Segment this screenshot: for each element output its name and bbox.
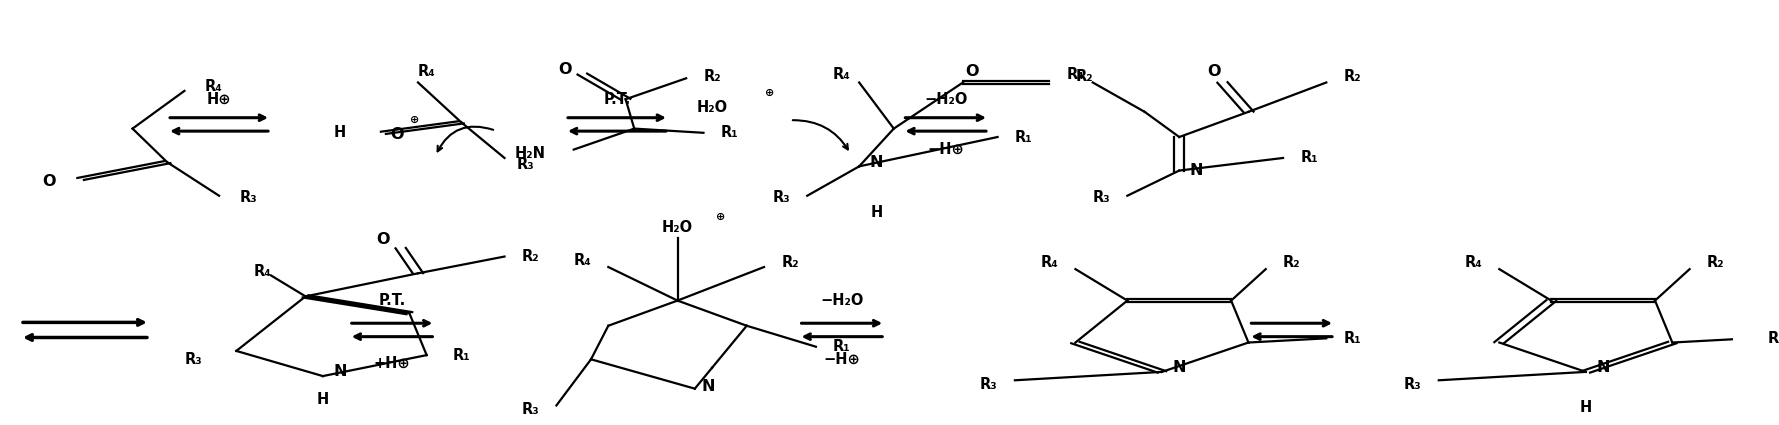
Text: R₂: R₂ — [1283, 255, 1300, 270]
Text: R₄: R₄ — [253, 264, 270, 279]
Text: O: O — [559, 62, 571, 77]
Text: R₃: R₃ — [1404, 377, 1421, 392]
Text: N: N — [1596, 360, 1610, 375]
Text: R₃: R₃ — [185, 352, 201, 367]
Text: N: N — [1172, 360, 1187, 375]
Text: ⊕: ⊕ — [717, 212, 726, 222]
Text: H⊕: H⊕ — [206, 92, 231, 107]
Text: R₄: R₄ — [205, 79, 222, 94]
Text: R₂: R₂ — [703, 69, 720, 84]
Text: H₂O: H₂O — [697, 100, 728, 115]
Text: H₂N: H₂N — [514, 146, 546, 161]
Text: +H⊕: +H⊕ — [374, 356, 411, 371]
Text: ⊕: ⊕ — [409, 115, 420, 125]
Text: H: H — [334, 125, 347, 140]
Text: H: H — [317, 392, 329, 407]
Text: R₄: R₄ — [1041, 255, 1059, 270]
Text: R₁: R₁ — [720, 125, 738, 140]
Text: R₁: R₁ — [1343, 331, 1361, 346]
Text: R₁: R₁ — [452, 348, 470, 363]
Text: P.T.: P.T. — [379, 293, 406, 308]
Text: R₄: R₄ — [418, 65, 436, 79]
Text: O: O — [1208, 65, 1220, 79]
Text: N: N — [333, 364, 347, 380]
Text: H: H — [870, 205, 882, 220]
Text: −H₂O: −H₂O — [923, 92, 968, 107]
Text: H: H — [1580, 400, 1592, 415]
Text: R₂: R₂ — [1706, 255, 1724, 270]
Text: R₂: R₂ — [521, 249, 539, 264]
Text: R₃: R₃ — [772, 190, 790, 205]
Text: R₁: R₁ — [1767, 331, 1779, 346]
Text: N: N — [870, 155, 882, 170]
Text: O: O — [43, 173, 57, 189]
Text: R₂: R₂ — [1075, 69, 1092, 84]
Text: −H₂O: −H₂O — [820, 293, 863, 308]
Text: R₄: R₄ — [1464, 255, 1482, 270]
Text: O: O — [377, 232, 390, 247]
Text: R₃: R₃ — [516, 157, 534, 172]
Text: R₁: R₁ — [833, 339, 850, 354]
Text: R₂: R₂ — [1343, 69, 1361, 84]
Text: R₃: R₃ — [240, 190, 258, 205]
Text: H₂O: H₂O — [662, 220, 694, 235]
Text: R₁: R₁ — [1300, 150, 1318, 165]
Text: R₄: R₄ — [1067, 67, 1085, 82]
Text: R₃: R₃ — [521, 402, 539, 417]
Text: R₃: R₃ — [980, 377, 998, 392]
Text: R₄: R₄ — [573, 253, 591, 268]
Text: O: O — [391, 128, 404, 142]
Text: R₁: R₁ — [1014, 130, 1032, 144]
Text: O: O — [964, 65, 978, 79]
Text: −H⊕: −H⊕ — [824, 352, 861, 367]
Text: ⊕: ⊕ — [765, 88, 774, 98]
Text: R₂: R₂ — [781, 255, 799, 270]
Text: R₃: R₃ — [1092, 190, 1110, 205]
Text: −H⊕: −H⊕ — [927, 142, 964, 157]
Text: R₄: R₄ — [833, 67, 850, 82]
Text: N: N — [703, 379, 715, 394]
Text: N: N — [1190, 163, 1203, 178]
Text: P.T.: P.T. — [603, 92, 630, 107]
